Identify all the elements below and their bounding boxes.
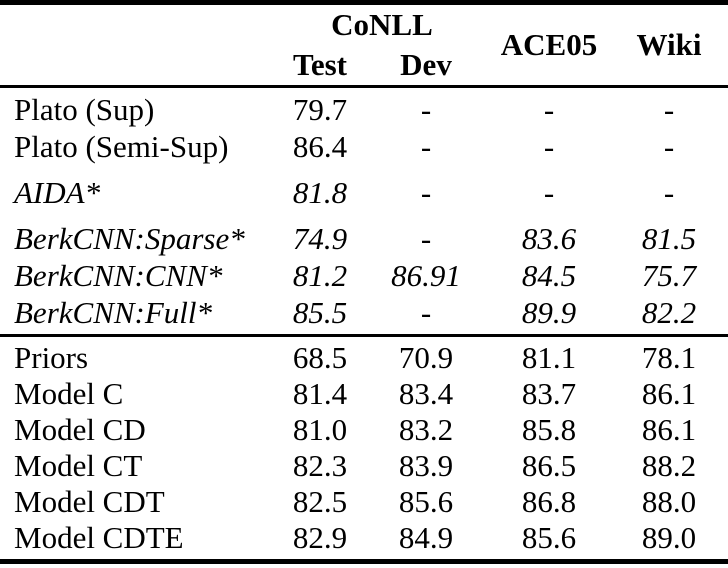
cell-value: 83.6 [521, 220, 577, 256]
row-label: Model CD [14, 412, 146, 447]
cell-value: 82.2 [641, 294, 697, 330]
cell-value: 81.2 [292, 257, 348, 293]
row-label: Plato (Sup) [14, 91, 155, 127]
cell-value: 68.5 [292, 340, 348, 375]
cell-value: 83.4 [398, 376, 454, 411]
table-row: BerkCNN:Sparse* 74.9 - 83.6 81.5 [0, 220, 728, 257]
cell-value: 85.6 [521, 520, 577, 555]
row-label: Model CT [14, 448, 143, 483]
cell-value: 81.4 [292, 376, 348, 411]
cell-value: 86.5 [521, 448, 577, 483]
header-col-test: Test [293, 47, 347, 82]
table-row: BerkCNN:Full* 85.5 - 89.9 82.2 [0, 294, 728, 331]
bottom-rule [0, 559, 728, 564]
table-row: BerkCNN:CNN* 81.2 86.91 84.5 75.7 [0, 257, 728, 294]
table-section-baselines: Plato (Sup) 79.7 - - - Plato (Semi-Sup) … [0, 88, 728, 334]
table-header: CoNLL Test Dev ACE05 Wiki [0, 5, 728, 85]
row-label: BerkCNN:Sparse* [14, 220, 245, 256]
cell-value: 89.9 [521, 294, 577, 330]
cell-value: 82.5 [292, 484, 348, 519]
cell-value: 75.7 [641, 257, 697, 293]
table-row: Model CD 81.0 83.2 85.8 86.1 [0, 412, 728, 448]
cell-value: 86.1 [641, 412, 697, 447]
cell-value: 84.5 [521, 257, 577, 293]
cell-value: 88.0 [641, 484, 697, 519]
cell-value: - [543, 128, 555, 164]
row-label: Priors [14, 340, 89, 375]
header-col-ace05: ACE05 [500, 27, 598, 62]
cell-value: - [663, 128, 675, 164]
cell-value: 86.1 [641, 376, 697, 411]
cell-value: 86.4 [292, 128, 348, 164]
cell-value: 79.7 [292, 91, 348, 127]
cell-value: - [420, 174, 432, 210]
cell-value: - [420, 91, 432, 127]
cell-value: 78.1 [641, 340, 697, 375]
table-row: Model CDT 82.5 85.6 86.8 88.0 [0, 484, 728, 520]
header-group-conll: CoNLL [331, 7, 433, 42]
cell-value: - [420, 220, 432, 256]
cell-value: 85.8 [521, 412, 577, 447]
cell-value: 83.7 [521, 376, 577, 411]
table-row: Model C 81.4 83.4 83.7 86.1 [0, 376, 728, 412]
cell-value: 85.6 [398, 484, 454, 519]
row-label: Model CDT [14, 484, 165, 519]
cell-value: - [543, 174, 555, 210]
cell-value: 81.5 [641, 220, 697, 256]
row-label: Model C [14, 376, 124, 411]
cell-value: - [663, 174, 675, 210]
cell-value: - [543, 91, 555, 127]
header-rule [0, 85, 728, 88]
table-row: Plato (Semi-Sup) 86.4 - - - [0, 128, 728, 165]
cell-value: - [663, 91, 675, 127]
table-row: Plato (Sup) 79.7 - - - [0, 91, 728, 128]
cell-value: 82.3 [292, 448, 348, 483]
cell-value: 81.1 [521, 340, 577, 375]
table-row: Priors 68.5 70.9 81.1 78.1 [0, 340, 728, 376]
row-label: Model CDTE [14, 520, 184, 555]
table-row: AIDA* 81.8 - - - [0, 174, 728, 211]
row-label: AIDA* [14, 174, 101, 210]
cell-value: - [420, 128, 432, 164]
row-label: Plato (Semi-Sup) [14, 128, 229, 164]
cell-value: 89.0 [641, 520, 697, 555]
cell-value: 82.9 [292, 520, 348, 555]
top-rule [0, 0, 728, 5]
header-col-wiki: Wiki [636, 27, 702, 62]
cell-value: 83.2 [398, 412, 454, 447]
table-row: Model CT 82.3 83.9 86.5 88.2 [0, 448, 728, 484]
cell-value: 81.0 [292, 412, 348, 447]
cell-value: 86.8 [521, 484, 577, 519]
row-label: BerkCNN:Full* [14, 294, 213, 330]
header-col-dev: Dev [400, 47, 452, 82]
section-rule [0, 334, 728, 337]
cell-value: 81.8 [292, 174, 348, 210]
cell-value: 85.5 [292, 294, 348, 330]
row-label: BerkCNN:CNN* [14, 257, 223, 293]
table-section-models: Priors 68.5 70.9 81.1 78.1 Model C 81.4 … [0, 337, 728, 559]
cell-value: 70.9 [398, 340, 454, 375]
cell-value: 83.9 [398, 448, 454, 483]
cell-value: 88.2 [641, 448, 697, 483]
cell-value: 84.9 [398, 520, 454, 555]
cell-value: - [420, 294, 432, 330]
table-row: Model CDTE 82.9 84.9 85.6 89.0 [0, 520, 728, 556]
cell-value: 74.9 [292, 220, 348, 256]
cell-value: 86.91 [391, 257, 461, 293]
